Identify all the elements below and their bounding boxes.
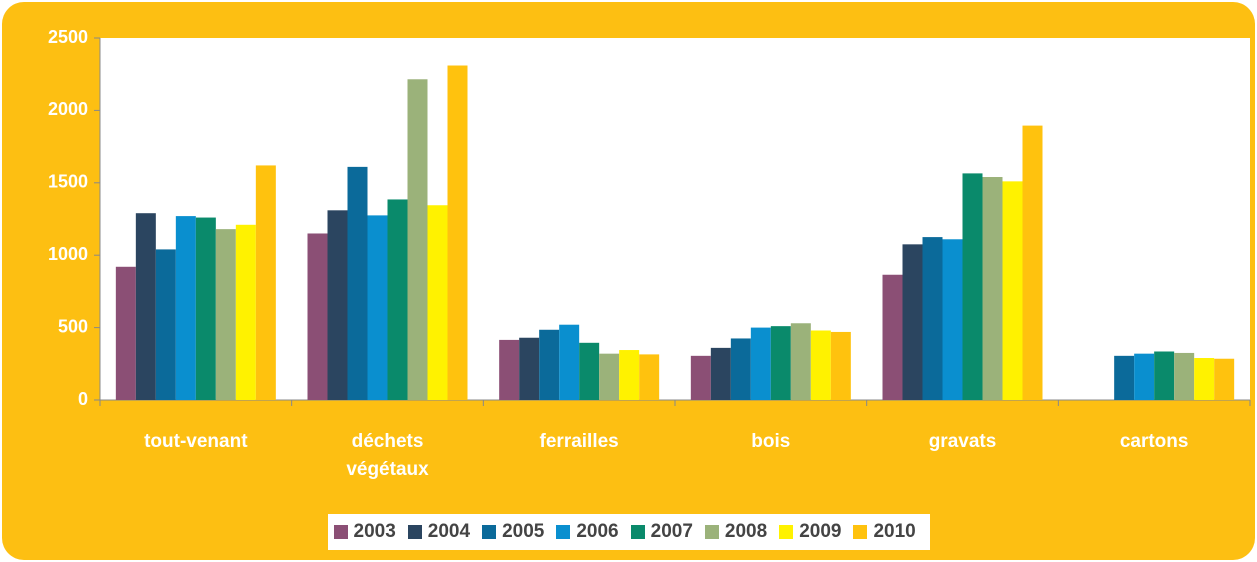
bar xyxy=(1134,353,1155,400)
legend-swatch xyxy=(704,525,719,539)
bar xyxy=(1002,181,1023,400)
plot-area xyxy=(100,38,1250,400)
x-tick-label: ferrailles xyxy=(539,431,619,452)
legend: 2003 2004 2005 2006 2007 2008 2009 2010 xyxy=(327,514,930,550)
legend-label: 2004 xyxy=(427,521,471,542)
legend-item: 2008 xyxy=(704,521,768,543)
legend-label: 2006 xyxy=(576,521,619,542)
bar xyxy=(810,330,831,400)
bar xyxy=(639,354,660,400)
bar xyxy=(1022,125,1043,400)
x-tick-label: cartons xyxy=(1119,431,1189,452)
bar xyxy=(235,224,256,400)
legend-swatch xyxy=(407,525,422,539)
bar xyxy=(427,205,448,400)
bar xyxy=(730,338,751,400)
bar xyxy=(982,177,1003,400)
bar xyxy=(307,233,328,400)
bar xyxy=(1214,358,1235,400)
legend-swatch xyxy=(556,525,571,539)
bar xyxy=(922,237,943,400)
legend-label: 2010 xyxy=(873,521,916,542)
legend-label: 2003 xyxy=(353,521,396,542)
bar xyxy=(882,274,903,400)
legend-item: 2006 xyxy=(556,521,619,543)
bar xyxy=(195,217,216,400)
bar xyxy=(519,337,540,400)
bar xyxy=(559,324,580,400)
bar xyxy=(579,342,600,400)
bar xyxy=(1114,355,1135,400)
bar xyxy=(499,339,520,400)
legend-label: 2009 xyxy=(799,521,842,542)
legend-label: 2008 xyxy=(724,521,768,542)
bar xyxy=(347,166,368,400)
bar xyxy=(710,347,731,400)
bar xyxy=(770,326,791,400)
bar xyxy=(599,353,620,400)
legend-swatch xyxy=(853,525,868,539)
legend-swatch xyxy=(333,525,348,539)
bar xyxy=(155,249,176,400)
y-tick-label: 1500 xyxy=(48,172,88,192)
legend-swatch xyxy=(482,525,497,539)
bar xyxy=(215,229,236,400)
bar xyxy=(619,350,640,400)
legend-item: 2007 xyxy=(630,521,693,543)
bar xyxy=(447,65,468,401)
legend-item: 2004 xyxy=(407,521,471,543)
bar xyxy=(175,216,196,400)
bar xyxy=(1194,358,1215,400)
x-tick-label: bois xyxy=(751,431,791,452)
bar xyxy=(367,215,388,400)
bar xyxy=(750,327,771,400)
legend-item: 2003 xyxy=(333,521,396,543)
bar xyxy=(115,266,136,400)
legend-swatch xyxy=(630,525,645,539)
bar xyxy=(790,323,811,400)
x-tick-label: gravats xyxy=(928,431,997,452)
bar xyxy=(135,213,156,400)
bar xyxy=(942,239,963,400)
bar xyxy=(255,165,276,400)
x-tick-label: tout-venant xyxy=(144,431,248,452)
bar xyxy=(539,329,560,400)
y-tick-label: 2000 xyxy=(48,99,88,119)
y-tick-label: 2500 xyxy=(48,27,88,47)
y-tick-label: 0 xyxy=(78,389,88,409)
legend-item: 2005 xyxy=(482,521,544,543)
legend-item: 2010 xyxy=(853,521,916,543)
x-tick-label: déchets végétaux xyxy=(346,431,429,480)
bar xyxy=(690,355,711,400)
legend-item: 2009 xyxy=(779,521,841,543)
legend-swatch xyxy=(779,525,794,539)
bar xyxy=(327,210,348,400)
bar xyxy=(830,331,851,400)
legend-label: 2005 xyxy=(502,521,545,542)
bar xyxy=(1174,352,1195,400)
y-tick-label: 500 xyxy=(58,316,88,336)
bar xyxy=(387,199,408,400)
legend-label: 2007 xyxy=(650,521,693,542)
bar xyxy=(1154,351,1175,400)
bar xyxy=(902,244,923,400)
y-tick-label: 1000 xyxy=(48,244,88,264)
bar xyxy=(962,173,983,400)
bar xyxy=(407,79,428,400)
